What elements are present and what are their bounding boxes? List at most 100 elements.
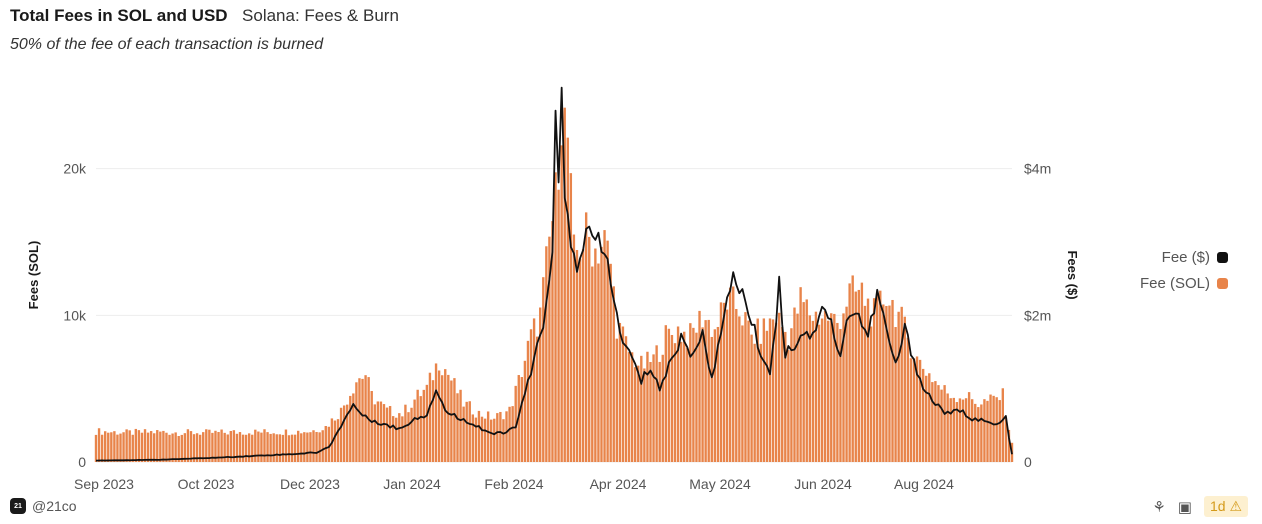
bar <box>94 434 98 462</box>
bar <box>278 434 281 462</box>
bar <box>156 430 159 462</box>
bar <box>606 240 609 462</box>
bar <box>762 318 766 462</box>
bar <box>450 380 453 462</box>
x-tick-label: Dec 2023 <box>280 476 340 492</box>
bar <box>934 381 937 462</box>
legend-item-fee-usd[interactable]: Fee ($) <box>1140 244 1229 270</box>
bar <box>542 277 545 462</box>
bar <box>508 406 511 462</box>
bar <box>882 304 885 462</box>
bar <box>499 411 502 462</box>
bar <box>462 406 465 462</box>
legend[interactable]: Fee ($) Fee (SOL) <box>1140 244 1229 296</box>
footer-handle[interactable]: @21co <box>32 498 77 514</box>
bar <box>116 434 119 462</box>
bar <box>315 431 318 462</box>
bar <box>664 325 668 462</box>
bar <box>186 429 190 462</box>
bar <box>575 250 579 462</box>
y-right-tick-label: $4m <box>1024 161 1051 177</box>
bar <box>658 361 661 462</box>
legend-item-fee-sol[interactable]: Fee (SOL) <box>1140 270 1229 296</box>
footer-toolbar: ⚘ ▣ 1d ⚠ <box>1152 496 1248 517</box>
chart-subtitle: Solana: Fees & Burn <box>242 6 399 25</box>
leaf-icon[interactable]: ⚘ <box>1152 498 1166 516</box>
bar <box>989 394 992 462</box>
bar <box>615 338 618 462</box>
bar <box>704 320 707 462</box>
bar <box>912 358 916 462</box>
bar <box>523 360 527 462</box>
bar <box>336 419 340 462</box>
bar <box>502 419 505 462</box>
x-tick-label: Apr 2024 <box>590 476 647 492</box>
bar <box>327 426 331 462</box>
bar <box>107 432 110 462</box>
y-left-axis-title: Fees (SOL) <box>26 241 41 310</box>
bar <box>618 322 622 462</box>
bar <box>646 351 649 462</box>
bar <box>848 283 851 462</box>
bar <box>490 419 493 462</box>
x-tick-label: May 2024 <box>689 476 751 492</box>
bar <box>232 430 236 462</box>
bar <box>376 401 380 462</box>
bar <box>830 313 833 462</box>
bar <box>756 318 759 462</box>
bar <box>925 375 928 462</box>
bar <box>192 434 196 462</box>
bar <box>180 434 183 462</box>
bar <box>226 434 229 462</box>
legend-label-fee-sol: Fee (SOL) <box>1140 274 1211 292</box>
bar <box>952 397 955 462</box>
bar <box>569 173 573 462</box>
bar <box>820 318 824 462</box>
bar <box>333 420 337 462</box>
bar <box>297 430 300 462</box>
bar <box>493 418 496 462</box>
bar <box>468 401 471 462</box>
bar <box>980 404 983 462</box>
bar <box>866 298 870 462</box>
bar <box>695 332 698 462</box>
bar <box>428 372 432 462</box>
bar <box>885 305 888 462</box>
bar <box>358 378 361 462</box>
bar <box>339 407 343 462</box>
bar <box>471 414 475 462</box>
bar <box>637 365 640 462</box>
bar <box>434 363 438 462</box>
bar <box>113 431 116 462</box>
bar <box>860 282 864 462</box>
bar <box>679 341 683 462</box>
bar <box>171 433 174 462</box>
bar <box>600 246 603 462</box>
bar <box>808 315 811 462</box>
bar <box>401 416 404 462</box>
bar <box>539 307 542 462</box>
interval-badge[interactable]: 1d ⚠ <box>1203 496 1248 517</box>
bar <box>903 316 906 462</box>
bar <box>946 393 949 462</box>
bar <box>364 375 367 462</box>
bar <box>793 307 796 462</box>
bar <box>725 309 729 462</box>
bar <box>986 400 989 462</box>
bar <box>382 404 386 462</box>
bar <box>839 328 842 462</box>
bar <box>915 356 919 462</box>
bar <box>309 432 312 462</box>
bar <box>388 406 392 462</box>
camera-icon[interactable]: ▣ <box>1177 498 1192 516</box>
bar <box>591 266 594 462</box>
bar <box>857 289 861 462</box>
bar <box>241 434 245 462</box>
bar <box>686 347 689 462</box>
logo-icon: 21 <box>10 498 26 514</box>
bar <box>140 432 144 462</box>
bar <box>661 354 664 462</box>
bar <box>306 432 309 462</box>
bar <box>633 367 637 462</box>
bar <box>545 246 548 462</box>
